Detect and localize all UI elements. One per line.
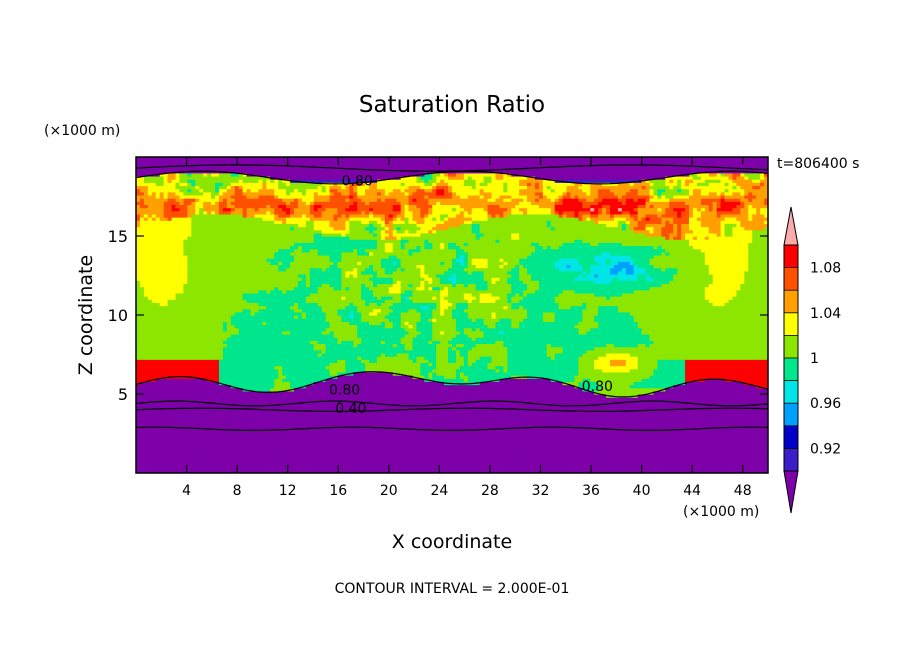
contour-interval-label: CONTOUR INTERVAL = 2.000E-01 bbox=[335, 581, 570, 597]
y-axis-label: Z coordinate bbox=[75, 255, 97, 375]
colorbar-swatch bbox=[784, 312, 798, 336]
saturation-field bbox=[136, 157, 768, 473]
colorbar-swatch bbox=[784, 335, 798, 359]
x-tick-label: 12 bbox=[279, 483, 297, 499]
colorbar-tick-label: 0.92 bbox=[810, 441, 841, 457]
chart-title: Saturation Ratio bbox=[359, 92, 545, 118]
x-unit-label: (×1000 m) bbox=[683, 504, 759, 520]
contour-label: 0.80 bbox=[329, 382, 360, 398]
time-label: t=806400 s bbox=[777, 156, 859, 172]
x-tick-label: 44 bbox=[683, 483, 701, 499]
y-tick-label: 5 bbox=[118, 385, 128, 404]
x-tick-label: 24 bbox=[430, 483, 448, 499]
x-tick-label: 48 bbox=[734, 483, 752, 499]
contour-lines bbox=[136, 164, 768, 431]
x-axis-ticks: 4 8 12 16 20 24 28 32 36 40 44 48 bbox=[182, 157, 752, 499]
y-tick-label: 10 bbox=[108, 306, 128, 325]
colorbar: 0.92 0.96 1 1.04 1.08 bbox=[783, 206, 841, 514]
colorbar-tick-label: 1.08 bbox=[810, 261, 841, 277]
colorbar-tick-label: 0.96 bbox=[810, 396, 841, 412]
colorbar-swatch bbox=[784, 448, 798, 472]
x-tick-label: 20 bbox=[380, 483, 398, 499]
colorbar-swatch bbox=[784, 425, 798, 449]
x-tick-label: 40 bbox=[633, 483, 651, 499]
y-tick-label: 15 bbox=[108, 227, 128, 246]
contour-label: 0.80 bbox=[342, 174, 373, 190]
colorbar-swatch bbox=[784, 267, 798, 291]
colorbar-top-arrow bbox=[783, 206, 799, 246]
x-tick-label: 28 bbox=[481, 483, 499, 499]
contour-label: 0.80 bbox=[582, 379, 613, 395]
colorbar-tick-label: 1 bbox=[810, 351, 819, 367]
x-tick-label: 8 bbox=[233, 483, 242, 499]
colorbar-tick-label: 1.04 bbox=[810, 306, 841, 322]
x-axis-label: X coordinate bbox=[392, 531, 512, 553]
colorbar-swatch bbox=[784, 403, 798, 427]
x-tick-label: 36 bbox=[582, 483, 600, 499]
colorbar-swatch bbox=[784, 245, 798, 268]
colorbar-swatch bbox=[784, 290, 798, 314]
y-axis-ticks: 5 10 15 bbox=[108, 227, 768, 404]
y-unit-label: (×1000 m) bbox=[44, 123, 120, 139]
colorbar-swatch bbox=[784, 358, 798, 381]
colorbar-bottom-arrow bbox=[783, 470, 799, 514]
x-tick-label: 4 bbox=[182, 483, 191, 499]
contour-label: 0.40 bbox=[335, 401, 366, 417]
colorbar-swatch bbox=[784, 380, 798, 404]
x-tick-label: 16 bbox=[329, 483, 347, 499]
x-tick-label: 32 bbox=[532, 483, 550, 499]
contour-labels: 0.80 0.80 0.80 0.40 bbox=[329, 174, 613, 418]
